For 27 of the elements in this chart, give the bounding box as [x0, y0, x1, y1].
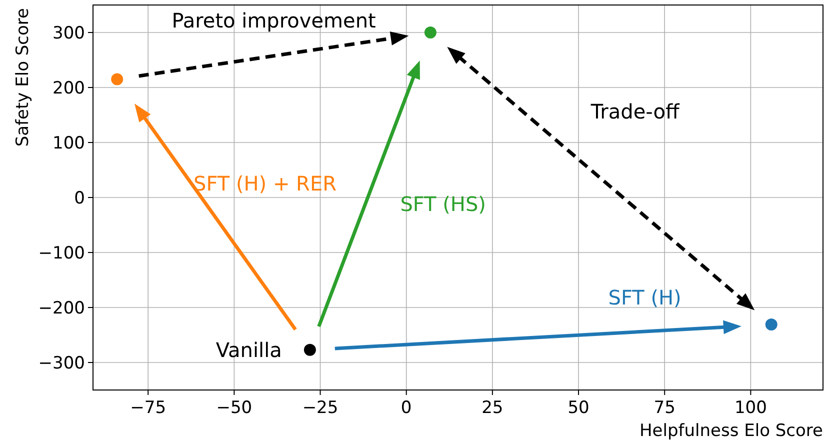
x-tick-label: −25 [302, 398, 338, 418]
y-tick-label: 100 [52, 134, 85, 154]
x-tick-label: −50 [216, 398, 252, 418]
y-tick-label: −300 [38, 354, 85, 374]
point [111, 73, 124, 86]
text: SFT (HS) [400, 192, 486, 216]
annotation: Pareto improvement [172, 8, 376, 32]
annotation: Trade-off [590, 100, 680, 124]
y-axis-title: Safety Elo Score [13, 8, 33, 147]
x-tick-label: −75 [130, 398, 166, 418]
point [765, 318, 778, 331]
series-label: Vanilla [216, 338, 282, 362]
x-tick-label: 0 [400, 398, 412, 418]
text: SFT (H) + RER [194, 172, 337, 196]
x-tick-label: 50 [568, 398, 590, 418]
y-tick-label: −100 [38, 244, 85, 264]
x-tick-label: 25 [482, 398, 504, 418]
x-tick-label: 75 [654, 398, 676, 418]
y-tick-label: 0 [74, 188, 85, 208]
x-axis-title: Helpfulness Elo Score [640, 421, 823, 441]
point [304, 344, 316, 356]
x-tick-label: 100 [734, 398, 767, 418]
y-tick-label: −200 [38, 298, 85, 318]
text: SFT (H) [608, 286, 682, 310]
y-tick-label: 300 [52, 24, 85, 44]
point [424, 26, 436, 38]
y-tick-label: 200 [52, 78, 85, 98]
